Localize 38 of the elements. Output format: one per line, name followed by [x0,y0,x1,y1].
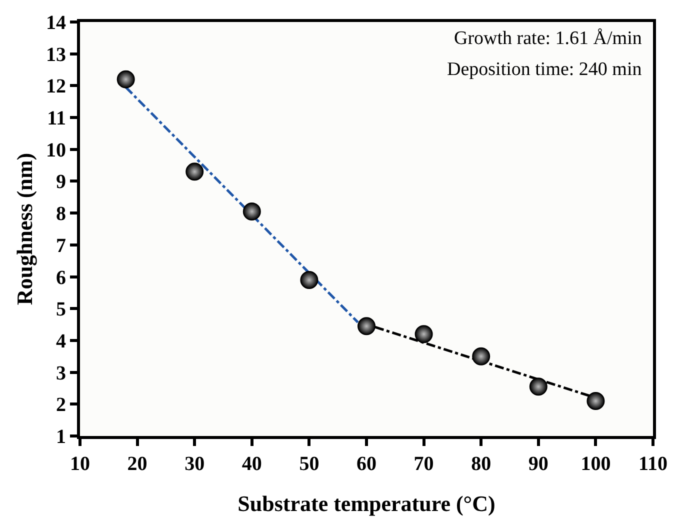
x-tick-label: 10 [70,453,90,475]
x-tick-label: 70 [414,453,434,475]
point [414,325,433,344]
x-tick-label: 110 [638,453,668,475]
y-tick-label: 1 [56,426,66,448]
y-tick-label: 9 [56,171,66,194]
point [186,162,204,181]
point [300,270,318,289]
annotation: Deposition time: 240 min [447,59,642,80]
point [586,392,605,410]
y-tick-label: 12 [46,76,66,98]
x-axis-title: Substrate temperature (°C) [238,490,496,516]
x-tick-label: 40 [242,453,262,475]
x-tick-label: 90 [528,453,548,475]
x-tick-label: 30 [184,453,205,475]
y-tick-label: 5 [56,298,66,321]
y-tick-label: 14 [46,12,66,34]
y-tick-label: 11 [47,108,66,130]
x-tick-label: 100 [580,453,611,475]
x-tick-label: 50 [299,453,320,475]
y-tick-label: 2 [56,394,66,416]
x-tick-label: 60 [356,453,376,475]
y-tick-label: 6 [56,266,66,289]
point [116,70,135,88]
y-tick-label: 7 [56,234,66,257]
x-tick-label: 80 [471,453,492,475]
point [529,378,548,396]
y-axis-title: Roughness (nm) [12,152,37,306]
y-tick-label: 4 [56,330,66,352]
annotation: Growth rate: 1.61 Å/min [454,28,642,49]
point [242,202,261,220]
y-tick-label: 13 [46,44,66,66]
x-tick-label: 20 [127,453,148,475]
point [358,317,376,336]
point [472,347,490,366]
y-tick-label: 8 [56,203,66,226]
y-tick-label: 3 [56,362,66,384]
y-tick-label: 10 [46,139,66,162]
